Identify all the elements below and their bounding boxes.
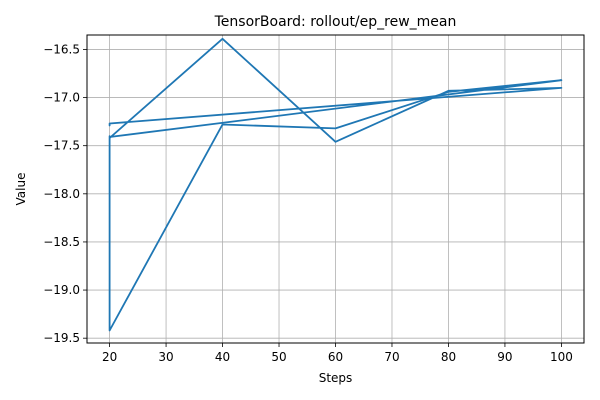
y-tick-label: −18.0 — [43, 187, 80, 201]
y-tick-label: −17.0 — [43, 91, 80, 105]
y-axis: −16.5 −17.0 −17.5 −18.0 −18.5 −19.0 −19.5 — [43, 42, 87, 345]
x-tick-label: 70 — [384, 350, 399, 364]
y-tick-label: −16.5 — [43, 42, 80, 56]
x-tick-label: 80 — [441, 350, 456, 364]
x-tick-label: 60 — [328, 350, 343, 364]
x-tick-label: 50 — [271, 350, 286, 364]
x-tick-label: 20 — [102, 350, 117, 364]
y-tick-label: −17.5 — [43, 139, 80, 153]
x-tick-label: 40 — [215, 350, 230, 364]
y-tick-label: −18.5 — [43, 235, 80, 249]
chart-title: TensorBoard: rollout/ep_rew_mean — [214, 14, 457, 30]
y-tick-label: −19.5 — [43, 331, 80, 345]
y-axis-label: Value — [14, 173, 28, 206]
series-layer — [108, 37, 563, 332]
x-tick-label: 30 — [158, 350, 173, 364]
x-tick-label: 90 — [497, 350, 512, 364]
series-line — [108, 37, 563, 332]
grid — [87, 35, 584, 343]
x-axis-label: Steps — [319, 371, 353, 385]
x-tick-label: 100 — [550, 350, 573, 364]
y-tick-label: −19.0 — [43, 283, 80, 297]
x-axis: 20 30 40 50 60 70 80 90 100 — [102, 343, 573, 364]
